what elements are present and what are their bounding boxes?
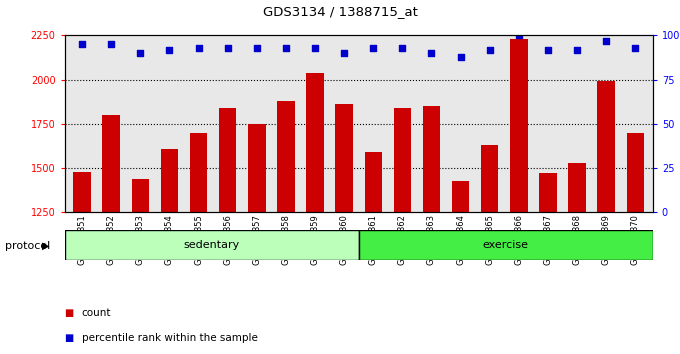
Text: sedentary: sedentary	[184, 240, 240, 250]
Bar	[306, 73, 324, 212]
Point	[252, 45, 262, 51]
Bar	[219, 108, 237, 212]
Point	[600, 38, 611, 44]
Text: count: count	[82, 308, 111, 318]
Text: ▶: ▶	[42, 241, 50, 251]
Point	[222, 45, 233, 51]
Bar	[423, 106, 440, 212]
Text: exercise: exercise	[483, 240, 529, 250]
Bar	[65, 230, 358, 260]
Text: ■: ■	[65, 308, 74, 318]
Bar	[73, 172, 91, 212]
Bar	[277, 101, 294, 212]
Bar	[358, 230, 653, 260]
Bar	[539, 173, 557, 212]
Point	[309, 45, 320, 51]
Point	[543, 47, 554, 52]
Bar	[510, 39, 528, 212]
Point	[339, 50, 350, 56]
Point	[106, 41, 117, 47]
Point	[630, 45, 641, 51]
Point	[280, 45, 291, 51]
Text: percentile rank within the sample: percentile rank within the sample	[82, 333, 258, 343]
Point	[397, 45, 408, 51]
Bar	[190, 133, 207, 212]
Bar	[160, 149, 178, 212]
Text: ■: ■	[65, 333, 74, 343]
Bar	[248, 124, 265, 212]
Point	[455, 54, 466, 59]
Bar	[103, 115, 120, 212]
Point	[77, 41, 88, 47]
Text: protocol: protocol	[5, 241, 51, 251]
Bar	[452, 181, 469, 212]
Point	[513, 33, 524, 38]
Bar	[626, 133, 644, 212]
Bar	[598, 81, 615, 212]
Point	[572, 47, 583, 52]
Point	[193, 45, 204, 51]
Point	[368, 45, 379, 51]
Point	[426, 50, 437, 56]
Point	[135, 50, 146, 56]
Bar	[364, 152, 382, 212]
Bar	[335, 104, 353, 212]
Text: GDS3134 / 1388715_at: GDS3134 / 1388715_at	[262, 5, 418, 18]
Point	[484, 47, 495, 52]
Bar	[131, 179, 149, 212]
Bar	[394, 108, 411, 212]
Bar	[568, 163, 586, 212]
Point	[164, 47, 175, 52]
Bar	[481, 145, 498, 212]
